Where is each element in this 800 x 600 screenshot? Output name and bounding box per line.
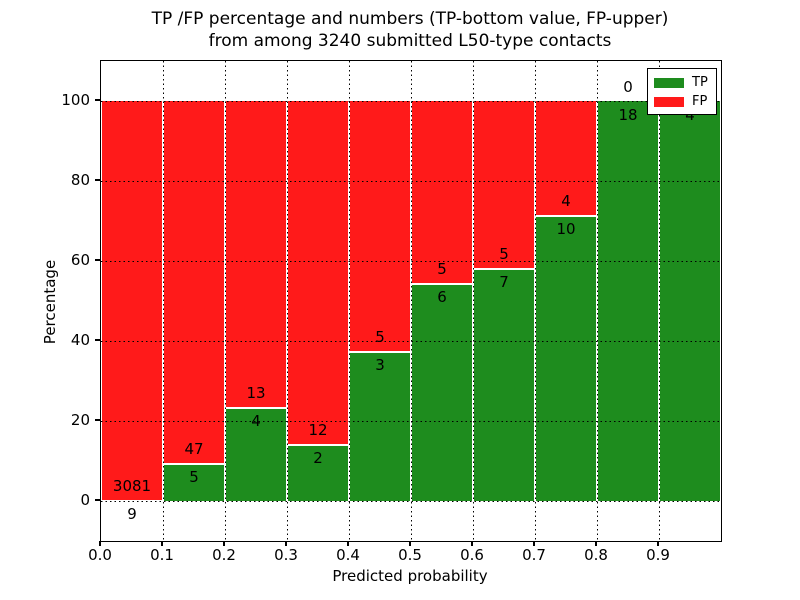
y-gridline: [101, 100, 721, 102]
x-gridline: [534, 61, 536, 541]
x-gridline: [286, 61, 288, 541]
tp-count-label: 6: [437, 287, 447, 306]
fp-count-label: 5: [437, 259, 447, 278]
fp-count-label: 0: [623, 78, 633, 96]
y-tick-label: 20: [70, 411, 90, 429]
y-tick-label: 80: [70, 171, 90, 189]
legend-swatch-fp: [654, 96, 684, 107]
bar-segment-tp: [226, 406, 286, 501]
x-tick-label: 0.4: [336, 546, 360, 564]
x-tick-mark: [347, 541, 349, 546]
y-gridline: [101, 340, 721, 342]
chart-title-line2: from among 3240 submitted L50-type conta…: [208, 31, 612, 51]
chart-title: TP /FP percentage and numbers (TP-bottom…: [90, 8, 730, 52]
fp-count-label: 47: [184, 439, 204, 458]
chart-title-line1: TP /FP percentage and numbers (TP-bottom…: [151, 9, 669, 29]
bar-segment-fp: [102, 101, 162, 500]
y-gridline: [101, 500, 721, 502]
y-tick-label: 60: [70, 251, 90, 269]
y-gridline: [101, 180, 721, 182]
x-axis-label: Predicted probability: [332, 567, 488, 585]
x-tick-mark: [595, 541, 597, 546]
y-tick-mark: [95, 499, 100, 501]
y-tick-label: 0: [80, 491, 90, 509]
tp-count-label: 3: [375, 356, 385, 374]
tp-count-label: 7: [499, 272, 509, 291]
bar-segment-fp: [350, 101, 410, 351]
tp-count-label: 18: [618, 106, 638, 124]
x-tick-label: 0.1: [150, 546, 174, 564]
fp-count-label: 13: [246, 383, 266, 402]
y-tick-label: 100: [61, 91, 90, 109]
x-tick-mark: [657, 541, 659, 546]
x-tick-label: 0.0: [88, 546, 112, 564]
bar-segment-tp: [660, 101, 720, 501]
bar-segment-tp: [536, 215, 596, 501]
fp-count-label: 5: [499, 244, 509, 263]
x-gridline: [224, 61, 226, 541]
bar-segment-tp: [598, 101, 658, 501]
y-tick-mark: [95, 179, 100, 181]
x-tick-mark: [99, 541, 101, 546]
legend: TP FP: [647, 68, 717, 115]
bar-segment-fp: [288, 101, 348, 444]
x-tick-mark: [223, 541, 225, 546]
x-gridline: [596, 61, 598, 541]
bar-segment-fp: [412, 101, 472, 283]
plot-area: TP FP 3081 9 47 5 13 4 12 2 5 3 5 6 5 7 4 10 0 18 4: [100, 60, 722, 542]
bar-segment-fp: [536, 101, 596, 216]
x-tick-label: 0.8: [584, 546, 608, 564]
bar-segment-tp: [350, 351, 410, 501]
y-tick-mark: [95, 259, 100, 261]
x-tick-label: 0.3: [274, 546, 298, 564]
fp-count-label: 5: [375, 328, 385, 346]
x-gridline: [348, 61, 350, 541]
legend-row: FP: [654, 92, 716, 111]
x-tick-label: 0.5: [398, 546, 422, 564]
tp-count-label: 4: [685, 106, 695, 124]
tp-count-label: 9: [127, 504, 137, 523]
bar-segment-tp: [412, 282, 472, 501]
bar-segment-tp: [164, 462, 224, 501]
bar-segment-tp: [474, 267, 534, 501]
fp-count-label: 12: [308, 420, 328, 439]
y-tick-mark: [95, 419, 100, 421]
x-tick-mark: [285, 541, 287, 546]
x-tick-label: 0.6: [460, 546, 484, 564]
x-gridline: [410, 61, 412, 541]
legend-swatch-tp: [654, 77, 684, 88]
x-tick-label: 0.7: [522, 546, 546, 564]
x-tick-label: 0.2: [212, 546, 236, 564]
x-tick-mark: [409, 541, 411, 546]
y-tick-label: 40: [70, 331, 90, 349]
x-gridline: [472, 61, 474, 541]
bar-segment-fp: [226, 101, 286, 407]
legend-label: TP: [692, 75, 708, 90]
y-gridline: [101, 420, 721, 422]
bar-segment-tp: [288, 443, 348, 501]
tp-count-label: 10: [556, 220, 576, 239]
y-gridline: [101, 260, 721, 262]
x-tick-mark: [533, 541, 535, 546]
tp-count-label: 2: [313, 448, 323, 467]
x-gridline: [658, 61, 660, 541]
x-tick-mark: [471, 541, 473, 546]
fp-count-label: 4: [561, 192, 571, 211]
tp-count-label: 4: [251, 411, 261, 430]
bar-segment-fp: [474, 101, 534, 268]
y-tick-mark: [95, 99, 100, 101]
bar-segment-fp: [164, 101, 224, 463]
fp-count-label: 3081: [112, 476, 152, 495]
tp-count-label: 5: [189, 467, 199, 486]
x-tick-label: 0.9: [646, 546, 670, 564]
y-tick-mark: [95, 339, 100, 341]
legend-row: TP: [654, 73, 716, 92]
legend-label: FP: [692, 94, 708, 109]
x-gridline: [162, 61, 164, 541]
x-tick-mark: [161, 541, 163, 546]
